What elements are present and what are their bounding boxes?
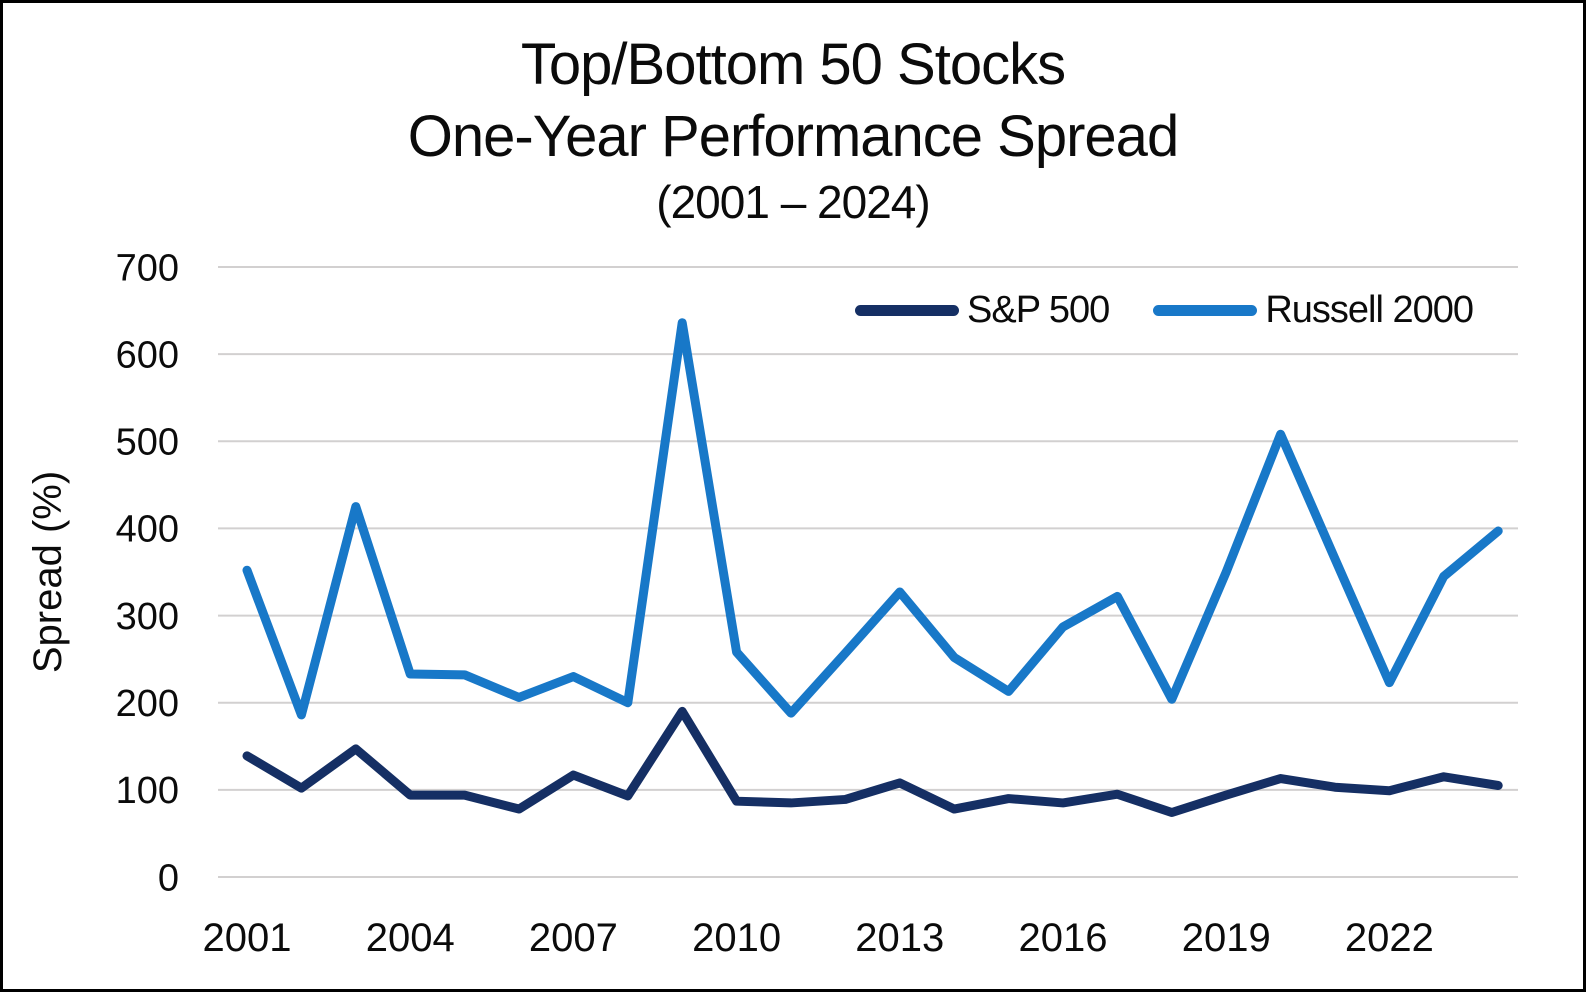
x-tick-label-2007: 2007: [529, 916, 618, 960]
y-tick-label-100: 100: [116, 770, 179, 812]
chart-title-line2: One-Year Performance Spread: [407, 104, 1179, 169]
chart-title-line1: Top/Bottom 50 Stocks: [520, 32, 1066, 97]
legend-label-russell2000: Russell 2000: [1265, 288, 1474, 331]
x-tick-label-2019: 2019: [1182, 916, 1271, 960]
chart-title-subtitle: (2001 – 2024): [656, 176, 930, 228]
russell2000-line-swatch-icon: [1153, 304, 1258, 316]
legend-item-sp500: S&P 500: [855, 288, 1110, 332]
line-chart-plot: 0 100 200 300 400 500 600 700 2001 2004 2007 2010 20…: [26, 247, 1518, 960]
y-tick-label-200: 200: [116, 683, 179, 725]
legend-item-russell2000: Russell 2000: [1153, 288, 1474, 332]
y-tick-label-0: 0: [158, 857, 179, 899]
chart-legend: S&P 500 Russell 2000: [855, 284, 1474, 336]
series-line-russell-2000: [242, 318, 1503, 720]
y-axis-title: Spread (%): [26, 471, 70, 673]
y-tick-label-300: 300: [116, 596, 179, 638]
x-tick-label-2010: 2010: [692, 916, 781, 960]
series-line-s-p-500: [242, 706, 1503, 818]
x-tick-label-2001: 2001: [203, 916, 292, 960]
y-tick-label-700: 700: [116, 247, 179, 289]
legend-label-sp500: S&P 500: [967, 288, 1110, 331]
chart-title: Top/Bottom 50 Stocks One-Year Performanc…: [3, 29, 1583, 231]
x-tick-label-2004: 2004: [366, 916, 455, 960]
x-tick-label-2016: 2016: [1019, 916, 1108, 960]
y-tick-label-400: 400: [116, 509, 179, 551]
sp500-line-swatch-icon: [855, 304, 959, 316]
x-tick-label-2022: 2022: [1345, 916, 1434, 960]
x-tick-label-2013: 2013: [855, 916, 944, 960]
y-tick-label-500: 500: [116, 422, 179, 464]
y-tick-label-600: 600: [116, 334, 179, 376]
